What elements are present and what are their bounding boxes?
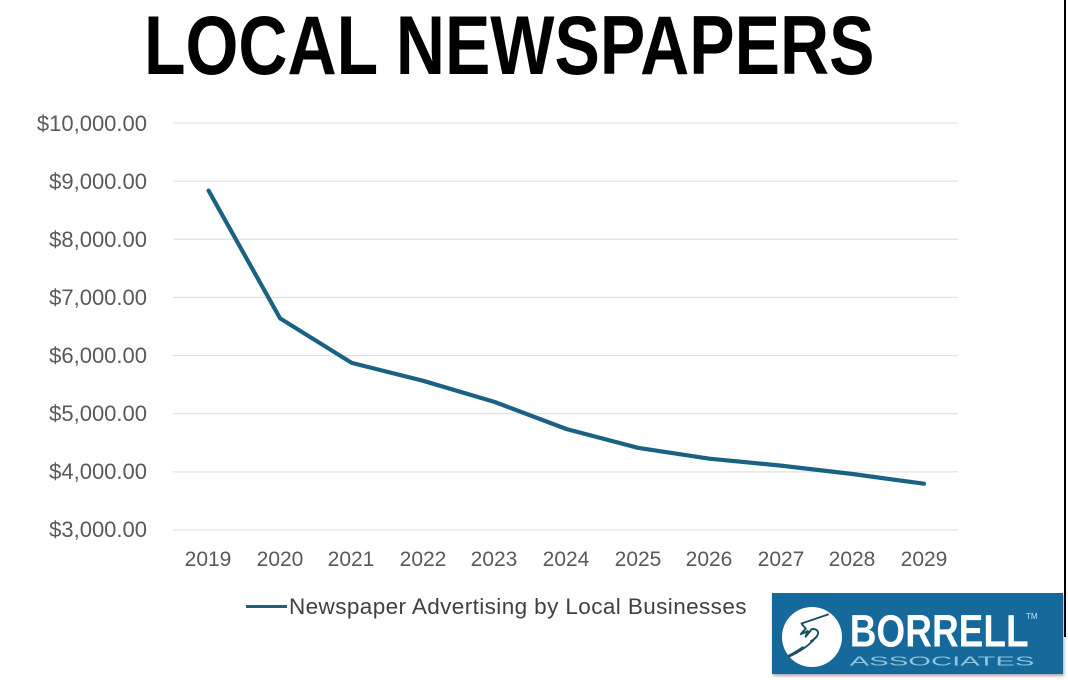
svg-text:BORRELL: BORRELL	[850, 605, 1029, 656]
svg-text:TM: TM	[1026, 612, 1038, 621]
svg-text:ASSOCIATES: ASSOCIATES	[850, 654, 1036, 669]
